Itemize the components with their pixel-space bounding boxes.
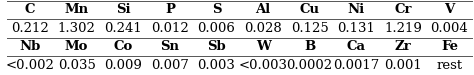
Text: 0.0002: 0.0002 [287, 59, 333, 72]
Text: 0.131: 0.131 [337, 22, 375, 35]
Text: 0.212: 0.212 [11, 22, 49, 35]
Text: 1.219: 1.219 [384, 22, 422, 35]
Text: 0.028: 0.028 [244, 22, 282, 35]
Text: 0.0017: 0.0017 [333, 59, 379, 72]
Text: <0.002: <0.002 [6, 59, 55, 72]
Text: 0.241: 0.241 [104, 22, 142, 35]
Text: Si: Si [116, 3, 130, 16]
Text: 0.009: 0.009 [104, 59, 142, 72]
Text: rest: rest [437, 59, 463, 72]
Text: Cr: Cr [394, 3, 411, 16]
Text: S: S [212, 3, 221, 16]
Text: 0.012: 0.012 [151, 22, 189, 35]
Text: Sb: Sb [207, 40, 226, 53]
Text: 0.001: 0.001 [384, 59, 422, 72]
Text: 0.004: 0.004 [430, 22, 468, 35]
Text: W: W [255, 40, 271, 53]
Text: Ca: Ca [347, 40, 366, 53]
Text: 0.007: 0.007 [151, 59, 189, 72]
Text: C: C [25, 3, 36, 16]
Text: Mn: Mn [64, 3, 89, 16]
Text: 0.125: 0.125 [291, 22, 328, 35]
Text: 1.302: 1.302 [58, 22, 96, 35]
Text: Nb: Nb [19, 40, 41, 53]
Text: V: V [444, 3, 455, 16]
Text: Zr: Zr [394, 40, 411, 53]
Text: Ni: Ni [347, 3, 365, 16]
Text: B: B [304, 40, 315, 53]
Text: Mo: Mo [65, 40, 88, 53]
Text: Cu: Cu [300, 3, 319, 16]
Text: 0.006: 0.006 [198, 22, 236, 35]
Text: Fe: Fe [441, 40, 458, 53]
Text: 0.035: 0.035 [58, 59, 96, 72]
Text: 0.003: 0.003 [198, 59, 236, 72]
Text: Co: Co [114, 40, 133, 53]
Text: P: P [165, 3, 175, 16]
Text: Al: Al [255, 3, 271, 16]
Text: Sn: Sn [160, 40, 179, 53]
Text: <0.003: <0.003 [238, 59, 288, 72]
